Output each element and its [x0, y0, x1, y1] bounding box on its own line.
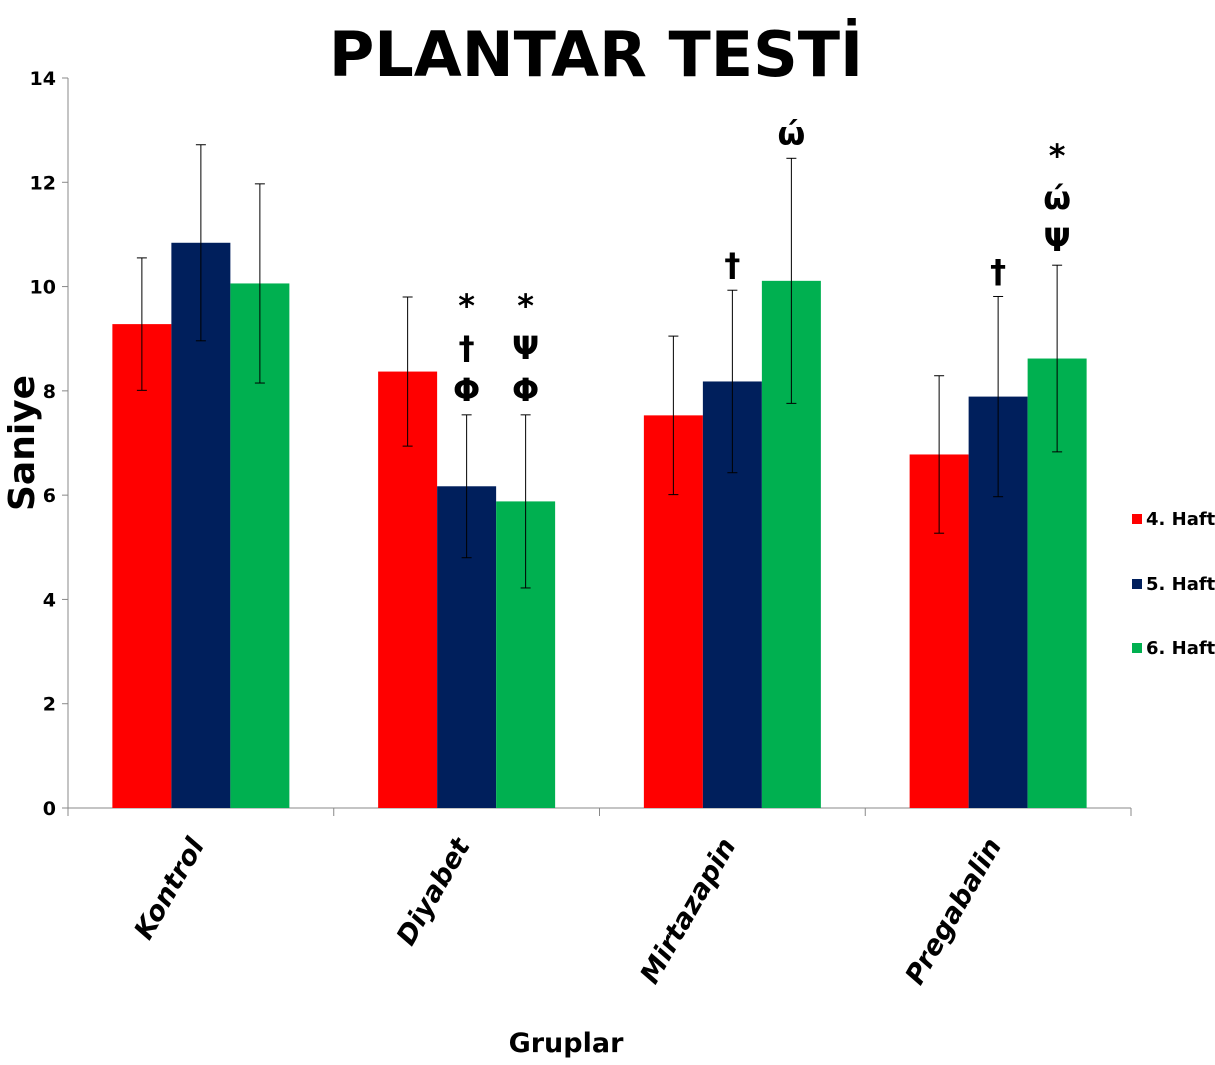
significance-marker: ώ [1043, 179, 1071, 217]
y-tick-label: 12 [30, 172, 56, 194]
x-tick-label: Pregabalin [900, 833, 1009, 990]
chart-title: PLANTAR TESTİ [329, 18, 863, 91]
significance-marker: Φ [453, 371, 480, 409]
y-axis-label: Saniye [2, 375, 43, 511]
y-tick-label: 2 [43, 694, 56, 716]
bar [112, 324, 172, 808]
legend: 4. Hafta 5. Hafta 6. Hafta [1132, 509, 1215, 659]
significance-marker: † [990, 252, 1006, 290]
significance-marker: † [724, 246, 740, 284]
significance-marker: Ψ [512, 329, 539, 367]
significance-marker: * [458, 287, 475, 325]
legend-label: 5. Hafta [1146, 574, 1215, 595]
significance-marker: Φ [512, 371, 539, 409]
plot-area: 0 2 4 6 8 10 12 14 Kontrol Diyabet Mirtazapin Prega… [30, 68, 1132, 990]
y-tick-label: 4 [43, 589, 56, 611]
y-tick-label: 10 [30, 277, 56, 299]
y-tick-label: 6 [43, 485, 56, 507]
significance-marker: † [459, 329, 475, 367]
legend-swatch [1132, 579, 1142, 589]
x-tick-label: Diyabet [391, 832, 477, 951]
legend-label: 6. Hafta [1146, 638, 1215, 659]
y-tick-label: 14 [30, 68, 56, 90]
y-tick-label: 0 [43, 798, 56, 820]
y-tick-label: 8 [43, 381, 56, 403]
legend-label: 4. Hafta [1146, 509, 1215, 530]
significance-marker: * [517, 287, 534, 325]
significance-marker: * [1049, 137, 1066, 175]
legend-swatch [1132, 514, 1142, 524]
legend-swatch [1132, 643, 1142, 653]
x-tick-label: Mirtazapin [634, 833, 742, 989]
x-axis-label: Gruplar [509, 1028, 625, 1059]
x-tick-label: Kontrol [128, 832, 211, 944]
significance-marker: ώ [777, 114, 805, 152]
significance-marker: Ψ [1044, 221, 1071, 259]
